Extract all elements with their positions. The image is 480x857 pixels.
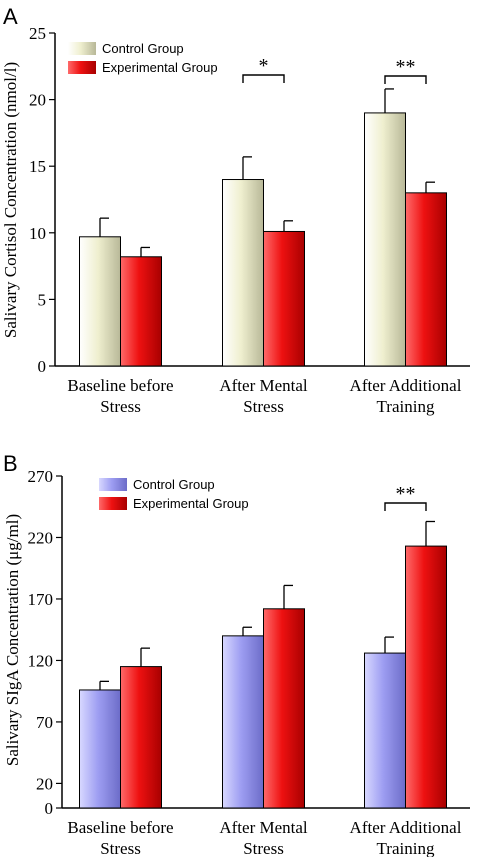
bar-a-s1-c1	[263, 230, 305, 367]
legend-label-b-1: Experimental Group	[133, 496, 249, 511]
legend-swatch-a-1	[68, 61, 96, 74]
y-tick-label: 20	[29, 91, 46, 110]
category-label: After Additional	[350, 376, 462, 395]
bar-b-s1-c1	[263, 608, 305, 809]
category-label: Baseline before	[67, 818, 173, 837]
y-tick-label: 0	[45, 799, 54, 818]
significance-bracket	[384, 75, 427, 84]
category-label: After Mental	[219, 818, 308, 837]
y-tick-label: 10	[29, 224, 46, 243]
bar-b-s0-c1	[222, 635, 264, 809]
bar-b-s0-c2	[364, 652, 406, 809]
significance-label: *	[259, 55, 269, 77]
category-label: Stress	[100, 397, 141, 416]
category-label: Training	[377, 839, 435, 857]
bar-a-s1-c2	[405, 192, 447, 367]
category-label: Baseline before	[67, 376, 173, 395]
category-label: Stress	[100, 839, 141, 857]
bar-b-s0-c0	[79, 689, 121, 809]
legend-label-b-0: Control Group	[133, 477, 215, 492]
legend-label-a-1: Experimental Group	[102, 60, 218, 75]
y-axis-label-a: Salivary Cortisol Concentration (nmol/l)	[1, 62, 20, 338]
y-tick-label: 20	[36, 774, 53, 793]
significance-bracket	[384, 502, 427, 511]
category-label: Training	[377, 397, 435, 416]
y-tick-label: 0	[38, 357, 47, 376]
panel-letter-b: B	[3, 451, 18, 476]
significance-label: **	[396, 56, 416, 78]
y-tick-label: 120	[28, 651, 54, 670]
y-tick-label: 15	[29, 157, 46, 176]
category-label: Stress	[243, 397, 284, 416]
y-tick-label: 5	[38, 290, 47, 309]
bar-a-s0-c0	[79, 236, 121, 367]
category-label: After Additional	[350, 818, 462, 837]
panel-letter-a: A	[3, 4, 18, 29]
legend-swatch-b-1	[99, 497, 127, 510]
legend-label-a-0: Control Group	[102, 41, 184, 56]
y-tick-label: 25	[29, 24, 46, 43]
y-tick-label: 170	[28, 590, 54, 609]
panel-b-chart: B 0 20 70 120 170 220 270 Salivary SIgA Concentr…	[3, 451, 470, 857]
y-axis-label-b: Salivary SIgA Concentration (μg/ml)	[3, 514, 22, 766]
bar-a-s1-c0	[120, 256, 162, 367]
bar-b-s1-c2	[405, 545, 447, 809]
y-tick-label: 270	[28, 467, 54, 486]
legend-swatch-a-0	[68, 42, 96, 55]
category-label: Stress	[243, 839, 284, 857]
bar-b-s1-c0	[120, 666, 162, 809]
legend-swatch-b-0	[99, 478, 127, 491]
y-tick-label: 70	[36, 713, 53, 732]
significance-bracket	[242, 74, 285, 83]
bar-a-s0-c2	[364, 112, 406, 367]
significance-label: **	[396, 483, 416, 505]
y-tick-label: 220	[28, 528, 54, 547]
category-label: After Mental	[219, 376, 308, 395]
panel-a-chart: A 0 5 10 15 20 25 Salivary Cortisol Concentrati…	[1, 4, 470, 416]
bar-a-s0-c1	[222, 179, 264, 367]
